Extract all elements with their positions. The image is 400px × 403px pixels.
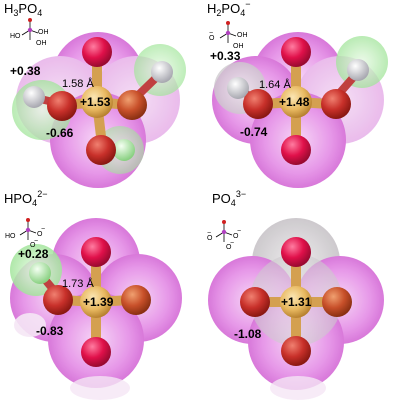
structure-sketch: HO O − O −	[5, 218, 45, 249]
phosphorus-atom	[280, 286, 312, 318]
oxygen-atom	[117, 90, 147, 120]
svg-text:−: −	[230, 240, 234, 247]
phosphorus-charge-label: +1.53	[80, 95, 111, 109]
phosphorus-atom	[280, 86, 312, 118]
oxygen-atom	[43, 285, 73, 315]
svg-text:−: −	[41, 226, 45, 233]
svg-text:O: O	[226, 244, 232, 251]
phosphorus-atom	[80, 286, 112, 318]
hydrogen-atom	[347, 59, 369, 81]
hydrogen-charge-label: +0.28	[18, 247, 49, 261]
formula-title: HPO42−	[4, 189, 47, 208]
oxygen-atom	[281, 135, 311, 165]
phosphorus-charge-label: +1.48	[279, 95, 310, 109]
oxygen-atom	[81, 337, 111, 367]
hydrogen-charge-label: +0.33	[210, 49, 241, 63]
bond-length-label: 1.64 Å	[259, 78, 291, 91]
svg-text:HO: HO	[10, 33, 21, 40]
oxygen-charge-label: -0.66	[46, 126, 74, 140]
svg-text:OH: OH	[36, 40, 47, 47]
molecule-model	[240, 237, 352, 366]
oxygen-atom	[321, 89, 351, 119]
hydrogen-charge-label: +0.38	[10, 64, 41, 78]
formula-title: PO43−	[212, 189, 246, 208]
oxygen-atom	[281, 237, 311, 267]
molecule-model	[23, 37, 173, 165]
svg-text:O: O	[37, 231, 43, 238]
oxygen-atom	[47, 91, 77, 121]
svg-text:−: −	[34, 238, 38, 245]
svg-text:O: O	[209, 35, 215, 42]
svg-text:O: O	[207, 235, 213, 242]
oxygen-atom	[81, 237, 111, 267]
panel-hpo4: HPO42− HO O − O − +0.28 1.73 Å +1.39 -0.…	[4, 189, 182, 400]
oxygen-atom	[281, 37, 311, 67]
panel-h2po4: H2PO4− O − OH OH +0.33 1.64 Å +1.48 -0.7…	[207, 0, 388, 188]
oxygen-atom	[322, 287, 352, 317]
hydrogen-atom	[23, 86, 45, 108]
svg-text:−: −	[237, 228, 241, 235]
oxygen-atom	[82, 37, 112, 67]
oxygen-atom	[243, 89, 273, 119]
oxygen-charge-label: -0.74	[240, 125, 268, 139]
panel-po4: PO43− O − O − O − +1.31 -1.08	[207, 189, 384, 400]
svg-text:−: −	[209, 30, 213, 37]
oxygen-charge-label: -1.08	[234, 327, 262, 341]
formula-title: H2PO4−	[207, 0, 250, 18]
oxygen-charge-label: -0.83	[36, 324, 64, 338]
svg-text:−: −	[207, 230, 211, 237]
panel-h3po4: H3PO4 OH OH HO +0.38 1.58 Å +1.53 -0.66	[4, 1, 186, 188]
svg-text:OH: OH	[237, 32, 248, 39]
svg-text:OH: OH	[38, 29, 49, 36]
hydrogen-atom	[113, 139, 135, 161]
phosphorus-charge-label: +1.31	[281, 295, 312, 309]
bond-length-label: 1.58 Å	[62, 77, 94, 90]
oxygen-atom	[240, 287, 270, 317]
bond-length-label: 1.73 Å	[62, 277, 94, 290]
structure-sketch: OH OH HO	[10, 18, 49, 47]
hydrogen-atom	[227, 77, 249, 99]
molecule-model	[29, 237, 151, 367]
phosphorus-atom	[81, 86, 113, 118]
svg-text:OH: OH	[233, 43, 244, 50]
structure-sketch: O − O − O −	[207, 220, 241, 251]
hydrogen-atom	[29, 262, 51, 284]
formula-title: H3PO4	[4, 1, 42, 18]
structure-sketch: O − OH OH	[209, 21, 248, 50]
svg-text:O: O	[233, 233, 239, 240]
phosphorus-charge-label: +1.39	[83, 295, 114, 309]
oxygen-atom	[121, 285, 151, 315]
oxygen-atom	[281, 336, 311, 366]
svg-text:HO: HO	[5, 233, 16, 240]
molecule-model	[227, 37, 369, 165]
oxygen-atom	[86, 135, 116, 165]
svg-text:O: O	[30, 242, 36, 249]
hydrogen-atom	[151, 61, 173, 83]
